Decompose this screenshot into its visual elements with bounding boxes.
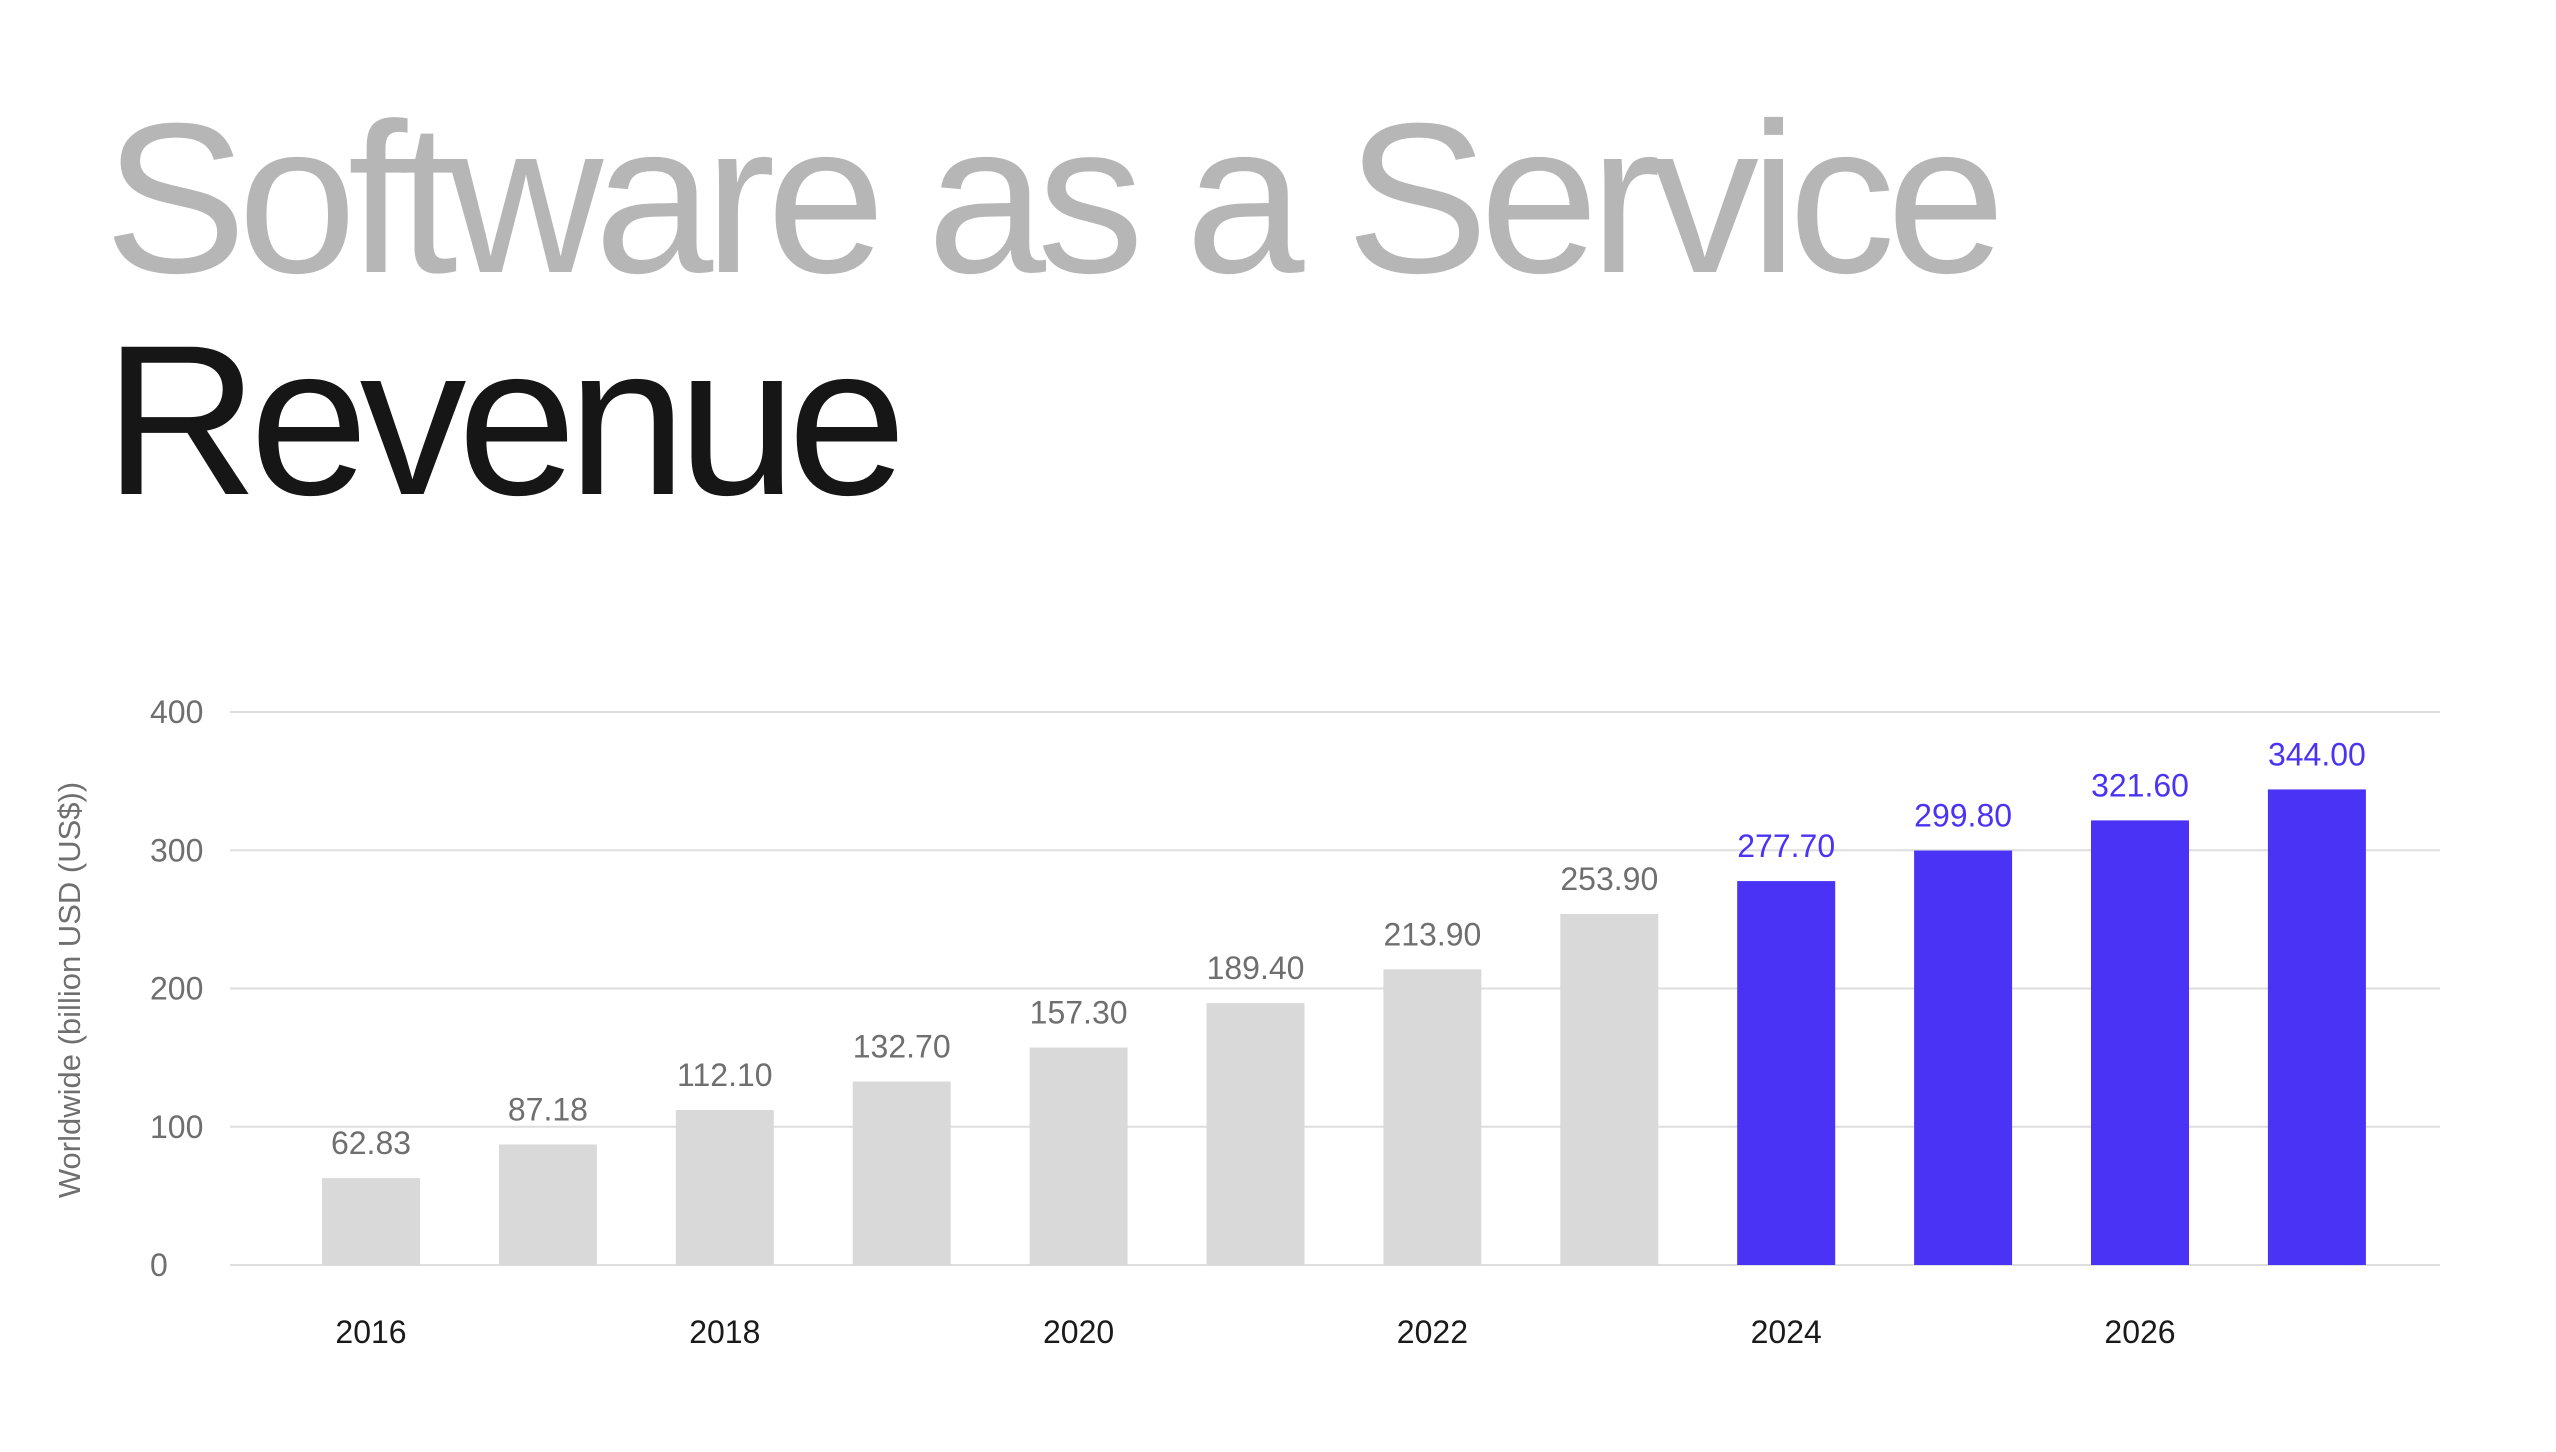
x-tick-label: 2022 [1397, 1314, 1468, 1350]
x-tick-label: 2016 [335, 1314, 406, 1350]
x-tick-label: 2018 [689, 1314, 760, 1350]
data-label: 344.00 [2268, 736, 2366, 772]
y-tick-label: 200 [150, 971, 203, 1007]
bar-2018 [675, 1110, 774, 1265]
bar-2020 [1029, 1047, 1128, 1265]
bar-2017 [498, 1144, 597, 1265]
bar-2027 [2267, 789, 2366, 1265]
data-label: 277.70 [1737, 828, 1835, 864]
title-block: Software as a Service Revenue [104, 79, 2005, 540]
data-label: 62.83 [331, 1125, 411, 1161]
data-label: 87.18 [508, 1091, 588, 1127]
data-label: 321.60 [2091, 767, 2189, 803]
bar-2024 [1737, 881, 1836, 1265]
bar-2016 [322, 1178, 420, 1265]
y-axis-ticks: 0 100 200 300 400 [150, 694, 203, 1283]
data-label: 299.80 [1914, 798, 2012, 834]
data-label: 213.90 [1383, 916, 1481, 952]
bar-2023 [1560, 913, 1659, 1265]
y-axis-title: Worldwide (billion USD (US$)) [52, 782, 87, 1198]
data-label: 253.90 [1560, 861, 1658, 897]
x-axis-ticks: 2016 2018 2020 2022 2024 2026 [335, 1314, 2175, 1350]
y-tick-label: 0 [150, 1247, 168, 1283]
bar-2022 [1383, 969, 1482, 1265]
y-tick-label: 100 [150, 1109, 203, 1145]
grid-layer [230, 711, 2440, 1266]
x-tick-label: 2026 [2104, 1314, 2175, 1350]
page-title-line2: Revenue [104, 301, 907, 540]
page-title-line1: Software as a Service [104, 79, 2005, 318]
bars-layer [322, 789, 2366, 1265]
x-tick-label: 2020 [1043, 1314, 1114, 1350]
y-tick-label: 300 [150, 832, 203, 868]
x-tick-label: 2024 [1751, 1314, 1822, 1350]
bar-2021 [1206, 1003, 1305, 1265]
data-label: 112.10 [677, 1057, 773, 1093]
value-labels-layer: 62.83 87.18 112.10 132.70 157.30 189.40 213.90… [331, 736, 2366, 1161]
data-label: 157.30 [1030, 995, 1128, 1031]
y-tick-label: 400 [150, 694, 203, 730]
data-label: 132.70 [853, 1029, 951, 1065]
bar-2025 [1914, 850, 2013, 1265]
bar-2019 [852, 1081, 951, 1265]
data-label: 189.40 [1207, 950, 1305, 986]
bar-2026 [2091, 820, 2189, 1265]
